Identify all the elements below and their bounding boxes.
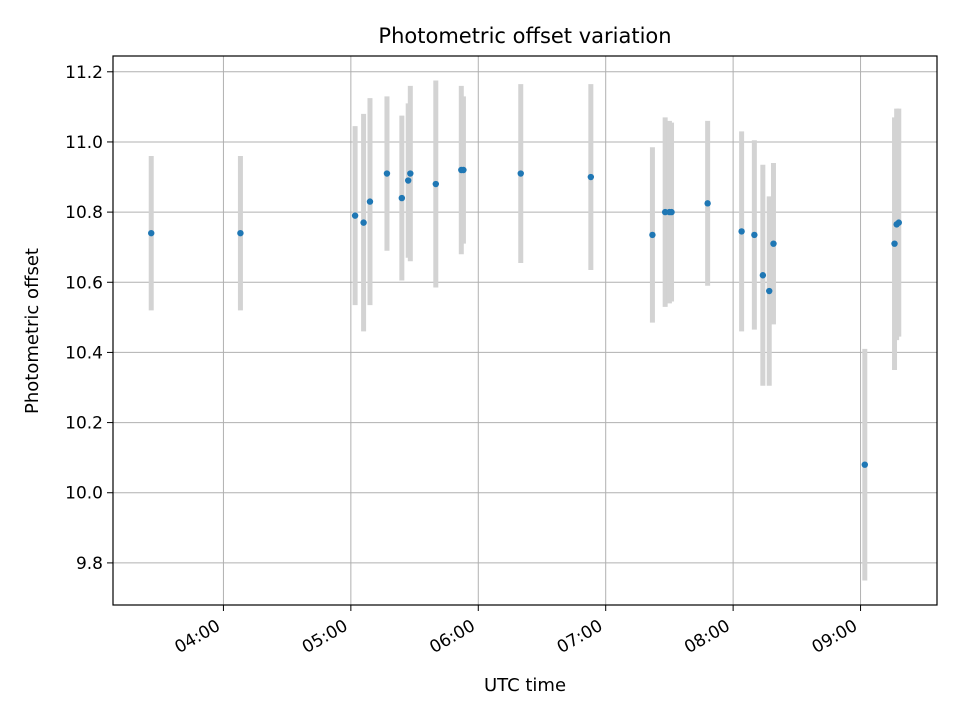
y-tick-label: 11.2 bbox=[65, 63, 103, 83]
data-point bbox=[517, 170, 524, 177]
data-point bbox=[366, 198, 374, 205]
y-axis: 9.8 10.0 10.2 10.4 10.6 10.8 11.0 11.2 bbox=[65, 63, 113, 574]
data-point bbox=[751, 231, 758, 239]
data-point bbox=[770, 240, 777, 247]
data-point bbox=[383, 170, 391, 177]
data-point bbox=[460, 166, 467, 174]
x-axis-label: UTC time bbox=[484, 675, 566, 696]
data-point bbox=[759, 272, 767, 279]
data-point bbox=[861, 461, 868, 468]
data-point bbox=[895, 219, 902, 226]
data-point bbox=[587, 173, 595, 181]
plot-frame bbox=[112, 55, 938, 606]
data-point bbox=[649, 231, 656, 239]
chart-title: Photometric offset variation bbox=[378, 24, 671, 48]
data-point bbox=[398, 194, 406, 202]
y-tick-label: 10.2 bbox=[65, 414, 103, 434]
data-point bbox=[432, 180, 440, 188]
data-points bbox=[148, 166, 902, 468]
y-tick-label: 10.8 bbox=[65, 203, 103, 223]
data-point bbox=[360, 219, 367, 226]
data-point bbox=[704, 200, 711, 207]
y-tick-label: 10.4 bbox=[65, 343, 103, 363]
data-point bbox=[891, 240, 898, 247]
data-point bbox=[668, 208, 675, 216]
y-tick-label: 9.8 bbox=[76, 554, 103, 574]
data-point bbox=[351, 212, 359, 219]
y-tick-label: 10.0 bbox=[65, 484, 103, 504]
data-point bbox=[237, 229, 244, 237]
y-tick-label: 10.6 bbox=[65, 273, 103, 293]
y-tick-label: 11.0 bbox=[65, 133, 103, 153]
y-axis-label: Photometric offset bbox=[22, 248, 43, 414]
data-point bbox=[407, 170, 414, 177]
data-point bbox=[404, 177, 412, 184]
data-point bbox=[738, 228, 745, 235]
data-point bbox=[766, 287, 773, 295]
grid bbox=[113, 56, 937, 605]
data-point bbox=[148, 229, 155, 237]
